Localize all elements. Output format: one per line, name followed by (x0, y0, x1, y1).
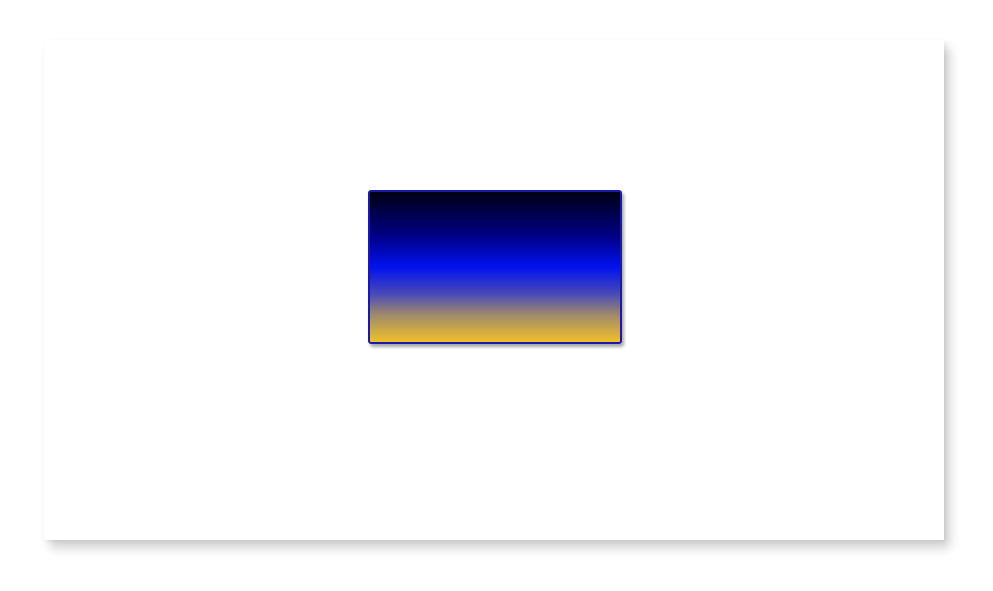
canvas-page (44, 40, 944, 540)
gradient-rectangle (368, 190, 622, 344)
